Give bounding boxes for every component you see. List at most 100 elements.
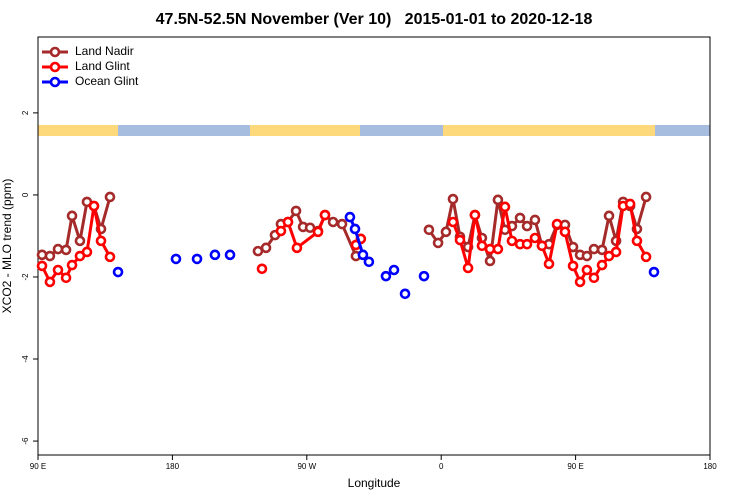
data-point xyxy=(191,253,203,265)
data-point xyxy=(447,216,459,228)
data-point xyxy=(588,243,600,255)
land-band xyxy=(250,125,360,136)
data-point xyxy=(319,209,331,221)
data-point xyxy=(567,260,579,272)
data-point xyxy=(60,272,72,284)
data-point xyxy=(499,201,511,213)
data-point xyxy=(224,249,236,261)
data-point xyxy=(388,264,400,276)
data-point xyxy=(112,266,124,278)
data-point xyxy=(88,200,100,212)
data-point xyxy=(104,191,116,203)
data-point xyxy=(454,234,466,246)
legend-marker xyxy=(49,76,61,88)
data-point xyxy=(581,250,593,262)
data-point xyxy=(484,255,496,267)
data-point xyxy=(349,223,361,235)
data-point xyxy=(432,237,444,249)
y-tick-label: 2 xyxy=(21,110,30,115)
y-tick-label: -2 xyxy=(21,273,30,281)
data-point xyxy=(610,246,622,258)
data-point xyxy=(44,250,56,262)
data-point xyxy=(596,259,608,271)
data-point xyxy=(559,226,571,238)
data-point xyxy=(462,262,474,274)
data-point xyxy=(336,218,348,230)
data-point xyxy=(418,270,430,282)
data-point xyxy=(290,205,302,217)
data-point xyxy=(529,232,541,244)
data-point xyxy=(551,218,563,230)
data-point xyxy=(74,235,86,247)
ocean-band xyxy=(118,125,250,136)
data-point xyxy=(66,259,78,271)
legend-marker xyxy=(49,46,61,58)
data-point xyxy=(275,225,287,237)
data-point xyxy=(81,246,93,258)
data-point xyxy=(357,249,369,261)
ocean-band xyxy=(655,125,710,136)
legend-label: Land Glint xyxy=(75,59,130,73)
data-point xyxy=(399,288,411,300)
data-point xyxy=(492,194,504,206)
y-tick-label: -4 xyxy=(21,355,30,363)
data-point xyxy=(327,216,339,228)
x-axis-label: Longitude xyxy=(348,476,401,490)
data-point xyxy=(521,238,533,250)
plot-frame xyxy=(37,36,711,456)
x-tick-label: 90 E xyxy=(567,462,583,471)
data-point xyxy=(44,276,56,288)
chart-title: 47.5N-52.5N November (Ver 10) 2015-01-01… xyxy=(156,11,593,28)
data-point xyxy=(529,214,541,226)
x-tick-label: 180 xyxy=(703,462,717,471)
y-tick-label: -6 xyxy=(21,437,30,445)
data-point xyxy=(469,209,481,221)
data-point xyxy=(36,260,48,272)
data-point xyxy=(52,243,64,255)
data-point xyxy=(363,256,375,268)
data-point xyxy=(447,193,459,205)
data-point xyxy=(291,242,303,254)
data-point xyxy=(440,226,452,238)
data-point xyxy=(104,251,116,263)
data-point xyxy=(492,243,504,255)
data-point xyxy=(170,253,182,265)
legend-label: Ocean Glint xyxy=(75,74,139,88)
data-point xyxy=(423,224,435,236)
data-point xyxy=(631,235,643,247)
data-point xyxy=(588,272,600,284)
data-point xyxy=(380,270,392,282)
ocean-band xyxy=(360,125,443,136)
data-point xyxy=(95,235,107,247)
data-point xyxy=(521,220,533,232)
data-point xyxy=(640,251,652,263)
data-point xyxy=(312,226,324,238)
land-band xyxy=(38,125,118,136)
data-point xyxy=(581,264,593,276)
x-tick-label: 180 xyxy=(166,462,180,471)
data-point xyxy=(574,276,586,288)
land-mask-strip xyxy=(38,125,710,136)
x-tick-label: 90 E xyxy=(30,462,46,471)
y-tick-label: 0 xyxy=(21,192,30,197)
legend-marker xyxy=(49,61,61,73)
data-point xyxy=(344,211,356,223)
data-point xyxy=(66,210,78,222)
data-point xyxy=(282,216,294,228)
data-point xyxy=(256,263,268,275)
data-point xyxy=(624,198,636,210)
data-point xyxy=(640,191,652,203)
data-point xyxy=(536,240,548,252)
data-point xyxy=(260,242,272,254)
y-axis-label: XCO2 - MLO trend (ppm) xyxy=(0,179,14,314)
data-point xyxy=(603,210,615,222)
data-point xyxy=(648,266,660,278)
x-tick-label: 90 W xyxy=(297,462,316,471)
data-point xyxy=(209,249,221,261)
data-point xyxy=(543,258,555,270)
data-point xyxy=(514,212,526,224)
legend-label: Land Nadir xyxy=(75,44,134,58)
x-tick-label: 0 xyxy=(439,462,444,471)
